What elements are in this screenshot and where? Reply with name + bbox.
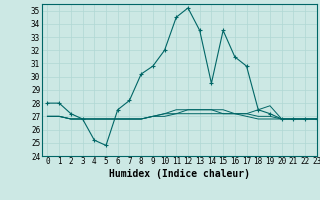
X-axis label: Humidex (Indice chaleur): Humidex (Indice chaleur): [109, 169, 250, 179]
